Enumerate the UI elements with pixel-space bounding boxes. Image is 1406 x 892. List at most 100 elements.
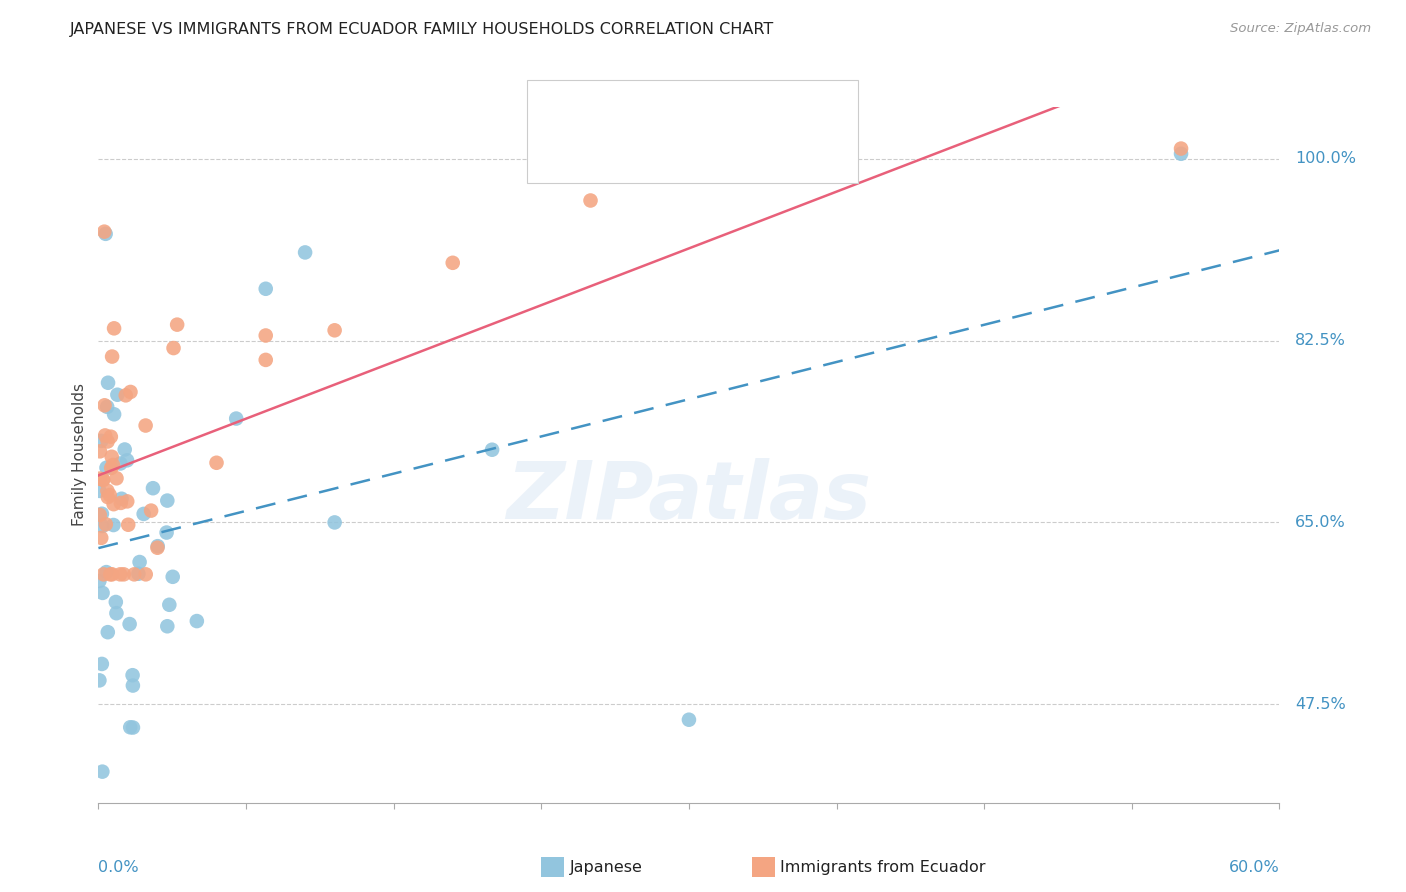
Point — [98, 488, 121, 502]
Point — [156, 619, 179, 633]
Point — [94, 227, 117, 241]
Text: 47.5%: 47.5% — [1295, 697, 1346, 712]
Point — [205, 456, 228, 470]
Text: R =: R = — [581, 104, 616, 119]
Y-axis label: Family Households: Family Households — [72, 384, 87, 526]
Point — [142, 481, 165, 495]
Point — [146, 539, 169, 553]
Point — [115, 494, 138, 508]
Point — [98, 567, 121, 582]
Point — [1170, 146, 1192, 161]
Point — [254, 328, 277, 343]
Point — [91, 586, 114, 600]
Text: 0.0%: 0.0% — [98, 860, 139, 875]
Point — [97, 376, 120, 390]
Point — [1170, 142, 1192, 156]
Point — [135, 418, 157, 433]
Text: 47: 47 — [759, 104, 782, 119]
Point — [254, 352, 277, 367]
Point — [323, 323, 346, 337]
Point — [323, 516, 346, 530]
Point — [254, 282, 277, 296]
Point — [96, 460, 118, 475]
Point — [103, 407, 125, 421]
Point — [155, 525, 177, 540]
Point — [90, 507, 112, 521]
Point — [90, 531, 112, 545]
Text: Japanese: Japanese — [569, 860, 643, 874]
Point — [108, 567, 131, 582]
Point — [157, 598, 180, 612]
Point — [101, 350, 124, 364]
Point — [89, 673, 111, 688]
Point — [120, 720, 142, 734]
Point — [121, 668, 143, 682]
Point — [91, 764, 114, 779]
Point — [90, 657, 112, 671]
Point — [89, 508, 111, 522]
Point — [162, 341, 184, 355]
Point — [110, 496, 132, 510]
Text: 65.0%: 65.0% — [1295, 515, 1346, 530]
Point — [678, 713, 700, 727]
Point — [100, 430, 122, 444]
Text: 82.5%: 82.5% — [1295, 334, 1346, 348]
Point — [162, 570, 184, 584]
Point — [166, 318, 188, 332]
Point — [97, 434, 120, 449]
Point — [94, 517, 117, 532]
Text: 0.714: 0.714 — [633, 146, 683, 161]
Point — [89, 444, 111, 458]
Point — [114, 442, 136, 457]
Point — [127, 566, 149, 581]
Point — [101, 567, 124, 582]
Point — [139, 503, 162, 517]
Point — [96, 400, 118, 414]
Point — [93, 567, 115, 582]
Point — [103, 321, 125, 335]
Text: 60.0%: 60.0% — [1229, 860, 1279, 875]
Point — [120, 384, 142, 399]
Point — [96, 565, 118, 579]
Point — [94, 428, 117, 442]
Text: N =: N = — [707, 146, 744, 161]
Point — [481, 442, 503, 457]
Point — [104, 595, 127, 609]
Point — [96, 483, 118, 498]
Point — [89, 574, 111, 588]
Point — [579, 194, 602, 208]
Point — [112, 567, 135, 582]
Point — [118, 617, 141, 632]
Point — [97, 490, 120, 504]
Point — [93, 398, 115, 412]
Point — [91, 473, 114, 487]
Text: 0.151: 0.151 — [633, 104, 683, 119]
Point — [91, 473, 114, 487]
Point — [122, 567, 145, 582]
Point — [101, 458, 124, 472]
Point — [93, 225, 115, 239]
Point — [91, 519, 114, 533]
Point — [100, 461, 122, 475]
Point — [110, 457, 132, 471]
Point — [114, 388, 136, 402]
Point — [122, 679, 145, 693]
Point — [103, 518, 125, 533]
Text: Source: ZipAtlas.com: Source: ZipAtlas.com — [1230, 22, 1371, 36]
Point — [105, 388, 128, 402]
Point — [156, 493, 179, 508]
Text: Immigrants from Ecuador: Immigrants from Ecuador — [780, 860, 986, 874]
Point — [128, 555, 150, 569]
Text: 46: 46 — [759, 146, 782, 161]
Point — [132, 507, 155, 521]
Point — [146, 541, 169, 555]
Text: JAPANESE VS IMMIGRANTS FROM ECUADOR FAMILY HOUSEHOLDS CORRELATION CHART: JAPANESE VS IMMIGRANTS FROM ECUADOR FAMI… — [70, 22, 775, 37]
Point — [97, 625, 120, 640]
Point — [105, 606, 128, 620]
Point — [441, 256, 464, 270]
Text: R =: R = — [581, 146, 616, 161]
Point — [105, 471, 128, 485]
Text: ZIPatlas: ZIPatlas — [506, 458, 872, 536]
Point — [100, 450, 122, 464]
Point — [110, 491, 132, 506]
